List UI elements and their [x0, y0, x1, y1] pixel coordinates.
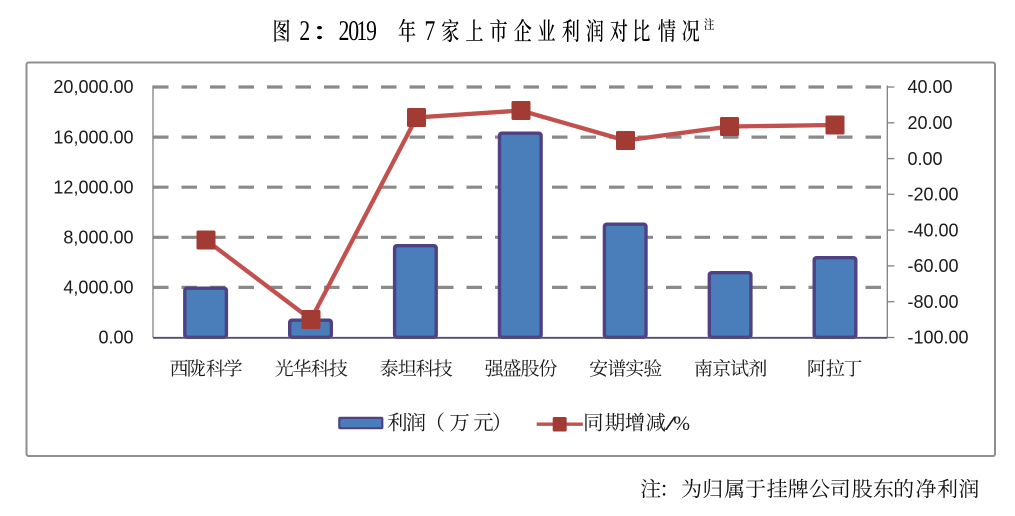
svg-text:16,000.00: 16,000.00: [53, 127, 133, 147]
svg-text:20,000.00: 20,000.00: [53, 77, 133, 97]
svg-text:40.00: 40.00: [908, 77, 953, 97]
svg-text:0.00: 0.00: [98, 328, 133, 348]
svg-text:12,000.00: 12,000.00: [53, 177, 133, 197]
svg-text:20.00: 20.00: [908, 113, 953, 133]
svg-text:-40.00: -40.00: [908, 220, 959, 240]
svg-text:-60.00: -60.00: [908, 256, 959, 276]
svg-text:8,000.00: 8,000.00: [63, 228, 133, 248]
svg-text:-80.00: -80.00: [908, 292, 959, 312]
svg-text:4,000.00: 4,000.00: [63, 278, 133, 298]
svg-text:-100.00: -100.00: [908, 328, 969, 348]
svg-text:-20.00: -20.00: [908, 185, 959, 205]
svg-text:0.00: 0.00: [908, 149, 943, 169]
